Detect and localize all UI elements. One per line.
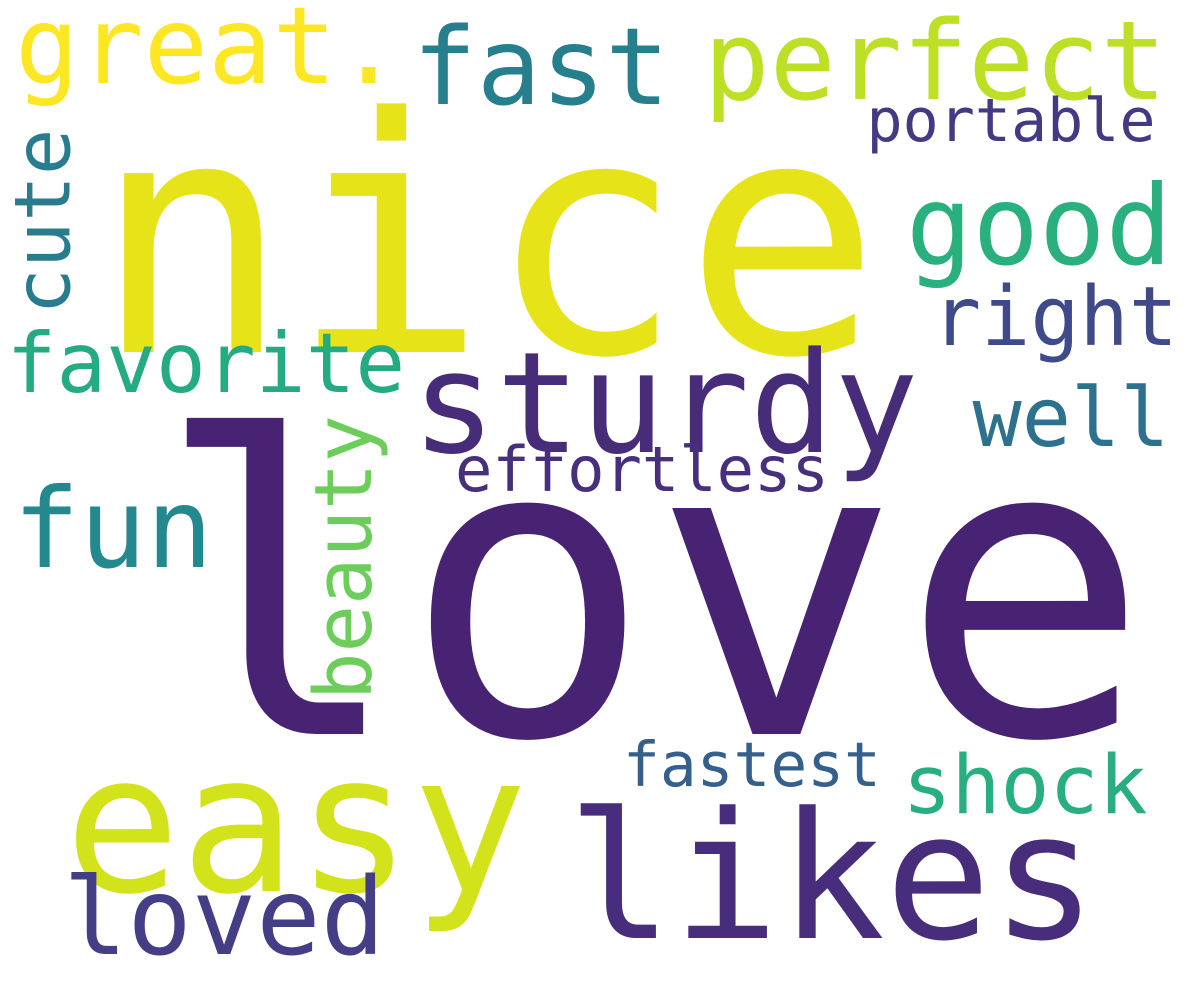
word-great: great. (15, 0, 402, 109)
word-portable: portable (866, 86, 1156, 156)
word-fast: fast (412, 5, 670, 130)
word-beauty: beauty (297, 414, 390, 700)
word-easy: easy (64, 713, 528, 937)
word-right: right (932, 270, 1178, 366)
word-perfect: perfect (703, 0, 1167, 126)
word-effortless: effortless (455, 432, 829, 506)
word-likes: likes (567, 775, 1098, 980)
word-love: love (154, 351, 1150, 833)
word-loved: loved (63, 855, 386, 980)
word-fastest: fastest (623, 730, 881, 802)
word-sturdy: sturdy (411, 322, 919, 486)
word-good: good (906, 161, 1173, 291)
word-fun: fun (13, 464, 213, 594)
word-shock: shock (902, 738, 1148, 834)
word-nice: nice (93, 49, 881, 431)
word-cute: cute (0, 129, 89, 315)
word-well: well (972, 371, 1170, 467)
word-favorite: favorite (6, 314, 406, 412)
